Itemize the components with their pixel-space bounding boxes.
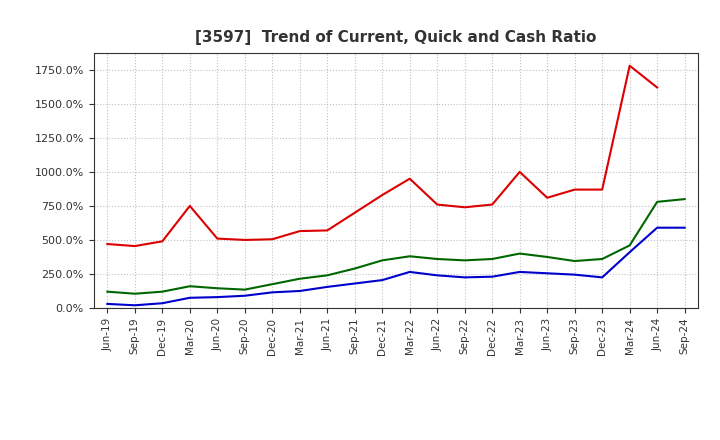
Current Ratio [460, 205, 469, 210]
Current Ratio [405, 176, 414, 181]
Quick Ratio [653, 199, 662, 205]
Cash Ratio [516, 269, 524, 275]
Title: [3597]  Trend of Current, Quick and Cash Ratio: [3597] Trend of Current, Quick and Cash … [195, 29, 597, 45]
Quick Ratio [680, 197, 689, 202]
Current Ratio [570, 187, 579, 192]
Quick Ratio [130, 291, 139, 297]
Quick Ratio [103, 289, 112, 294]
Quick Ratio [295, 276, 304, 281]
Cash Ratio [268, 290, 276, 295]
Cash Ratio [213, 294, 222, 300]
Quick Ratio [351, 266, 359, 271]
Current Ratio [378, 192, 387, 198]
Current Ratio [543, 195, 552, 200]
Quick Ratio [213, 286, 222, 291]
Quick Ratio [433, 257, 441, 262]
Quick Ratio [323, 273, 332, 278]
Quick Ratio [488, 257, 497, 262]
Current Ratio [351, 210, 359, 215]
Quick Ratio [598, 257, 606, 262]
Current Ratio [295, 228, 304, 234]
Line: Cash Ratio: Cash Ratio [107, 227, 685, 305]
Cash Ratio [543, 271, 552, 276]
Quick Ratio [158, 289, 166, 294]
Quick Ratio [240, 287, 249, 292]
Cash Ratio [103, 301, 112, 307]
Cash Ratio [626, 249, 634, 255]
Quick Ratio [516, 251, 524, 256]
Cash Ratio [680, 225, 689, 230]
Current Ratio [240, 237, 249, 242]
Current Ratio [433, 202, 441, 207]
Cash Ratio [433, 273, 441, 278]
Quick Ratio [405, 253, 414, 259]
Current Ratio [323, 228, 332, 233]
Current Ratio [130, 243, 139, 249]
Line: Quick Ratio: Quick Ratio [107, 199, 685, 294]
Cash Ratio [130, 303, 139, 308]
Cash Ratio [351, 281, 359, 286]
Cash Ratio [186, 295, 194, 301]
Current Ratio [626, 63, 634, 68]
Current Ratio [488, 202, 497, 207]
Current Ratio [268, 237, 276, 242]
Cash Ratio [405, 269, 414, 275]
Cash Ratio [378, 278, 387, 283]
Quick Ratio [460, 258, 469, 263]
Current Ratio [598, 187, 606, 192]
Current Ratio [653, 85, 662, 90]
Quick Ratio [378, 258, 387, 263]
Cash Ratio [295, 288, 304, 293]
Line: Current Ratio: Current Ratio [107, 66, 657, 246]
Cash Ratio [488, 274, 497, 279]
Cash Ratio [158, 301, 166, 306]
Current Ratio [158, 238, 166, 244]
Cash Ratio [240, 293, 249, 298]
Cash Ratio [323, 284, 332, 290]
Cash Ratio [460, 275, 469, 280]
Quick Ratio [570, 258, 579, 264]
Cash Ratio [570, 272, 579, 277]
Current Ratio [186, 203, 194, 209]
Cash Ratio [598, 275, 606, 280]
Quick Ratio [543, 254, 552, 260]
Current Ratio [213, 236, 222, 241]
Quick Ratio [626, 243, 634, 248]
Current Ratio [103, 242, 112, 247]
Current Ratio [516, 169, 524, 175]
Quick Ratio [268, 282, 276, 287]
Cash Ratio [653, 225, 662, 230]
Quick Ratio [186, 284, 194, 289]
